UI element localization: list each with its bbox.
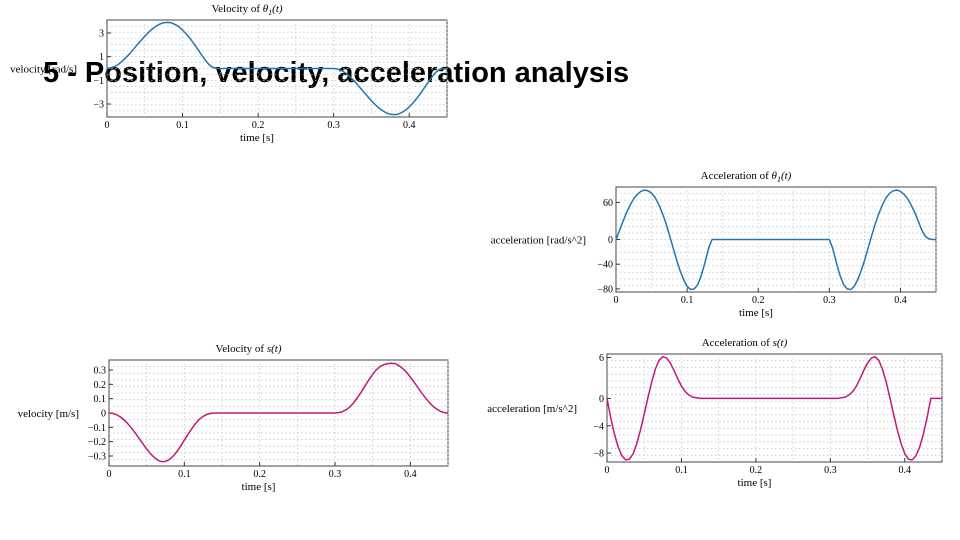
chart3-series-line: [606, 355, 942, 461]
chart3-ylabel: acceleration [m/s^2]: [487, 403, 577, 415]
chart0-ytick-label: −3: [93, 99, 104, 110]
chart1-xtick-label: 0.4: [894, 295, 907, 306]
chart1-title: Acceleration of θ1(t): [701, 170, 792, 184]
chart3-xtick-label: 0.4: [899, 465, 912, 476]
chart1-ytick-label: −40: [597, 260, 613, 271]
chart3-ytick-label: −4: [593, 421, 604, 432]
chart0-ylabel: velocity [rad/s]: [10, 64, 77, 76]
chart2-ytick-label: −0.3: [88, 451, 106, 462]
chart0-ytick-label: 3: [99, 29, 104, 40]
chart1-series-line: [615, 189, 936, 291]
chart2-xtick-label: 0.4: [404, 469, 417, 480]
chart3-xlabel: time [s]: [738, 477, 772, 489]
chart0-title: Velocity of θ1(t): [211, 3, 282, 17]
chart3-ytick-label: 6: [599, 353, 604, 364]
chart1-xtick-label: 0.2: [752, 295, 765, 306]
chart0-ytick-label: −1: [93, 76, 104, 87]
chart2-ylabel: velocity [m/s]: [18, 408, 79, 420]
chart1-xtick-label: 0: [614, 295, 619, 306]
chart-velocity-s: 0 0.1 0.2 0.3 0.4 0.3 0.2 0.1 0 −0.1 −0.2 −0.3 Veloc…: [18, 343, 449, 493]
chart3-ytick-label: −8: [593, 449, 604, 460]
chart1-ytick-label: 60: [603, 198, 613, 209]
chart0-series-line: [106, 21, 448, 116]
chart2-title: Velocity of s(t): [216, 343, 282, 355]
chart2-ytick-label: 0.2: [94, 380, 107, 391]
chart1-xtick-label: 0.3: [823, 295, 836, 306]
chart2-xtick-label: 0.1: [178, 469, 191, 480]
chart2-ytick-label: 0.1: [94, 394, 107, 405]
chart-velocity-theta: 0 0.1 0.2 0.3 0.4 3 1 −1 −3 Velocity of θ1(t) time…: [0, 3, 450, 325]
chart2-ytick-label: −0.1: [88, 423, 106, 434]
chart1-ylabel: acceleration [rad/s^2]: [491, 235, 586, 247]
chart-velocity-theta-svg: 0 0.1 0.2 0.3 0.4 3 1 −1 −3 Velocity of θ1(t) time…: [10, 3, 448, 144]
chart3-ytick-label: 0: [599, 394, 604, 405]
chart3-xtick-label: 0.3: [824, 465, 837, 476]
chart-velocity-s-svg: 0 0.1 0.2 0.3 0.4 0.3 0.2 0.1 0 −0.1 −0.2 −0.3 Veloc…: [18, 343, 449, 493]
chart2-series-line: [108, 362, 449, 463]
chart3-xtick-label: 0.1: [675, 465, 688, 476]
chart0-ytick-label: 1: [99, 52, 104, 63]
chart0-xtick-label: 0: [105, 120, 110, 131]
chart-acceleration-s: 0 0.1 0.2 0.3 0.4 6 0 −4 −8 Acceleration of s(t) t…: [487, 337, 943, 489]
chart0-xtick-label: 0.2: [252, 120, 265, 131]
chart0-xlabel: time [s]: [240, 132, 274, 144]
chart2-xtick-label: 0.2: [253, 469, 266, 480]
chart3-title: Acceleration of s(t): [702, 337, 788, 349]
chart2-xlabel: time [s]: [242, 481, 276, 493]
chart3-xtick-label: 0.2: [750, 465, 763, 476]
chart3-xtick-label: 0: [605, 465, 610, 476]
chart1-xtick-label: 0.1: [681, 295, 694, 306]
chart-acceleration-theta-svg: 0 0.1 0.2 0.3 0.4 60 0 −40 −80 Acceleration of θ1…: [491, 170, 937, 319]
chart1-ytick-label: −80: [597, 284, 613, 295]
chart1-ytick-label: 0: [608, 235, 613, 246]
chart-acceleration-theta: 0 0.1 0.2 0.3 0.4 60 0 −40 −80 Acceleration of θ1…: [491, 170, 937, 319]
chart1-xlabel: time [s]: [739, 307, 773, 319]
chart2-xtick-label: 0: [107, 469, 112, 480]
chart2-xtick-label: 0.3: [329, 469, 342, 480]
chart-acceleration-s-svg: 0 0.1 0.2 0.3 0.4 6 0 −4 −8 Acceleration of s(t) t…: [487, 337, 943, 489]
chart2-ytick-label: 0.3: [94, 366, 107, 377]
chart2-ytick-label: 0: [101, 409, 106, 420]
chart0-xtick-label: 0.3: [327, 120, 340, 131]
chart0-xtick-label: 0.4: [403, 120, 416, 131]
chart2-ytick-label: −0.2: [88, 437, 106, 448]
chart0-xtick-label: 0.1: [176, 120, 189, 131]
